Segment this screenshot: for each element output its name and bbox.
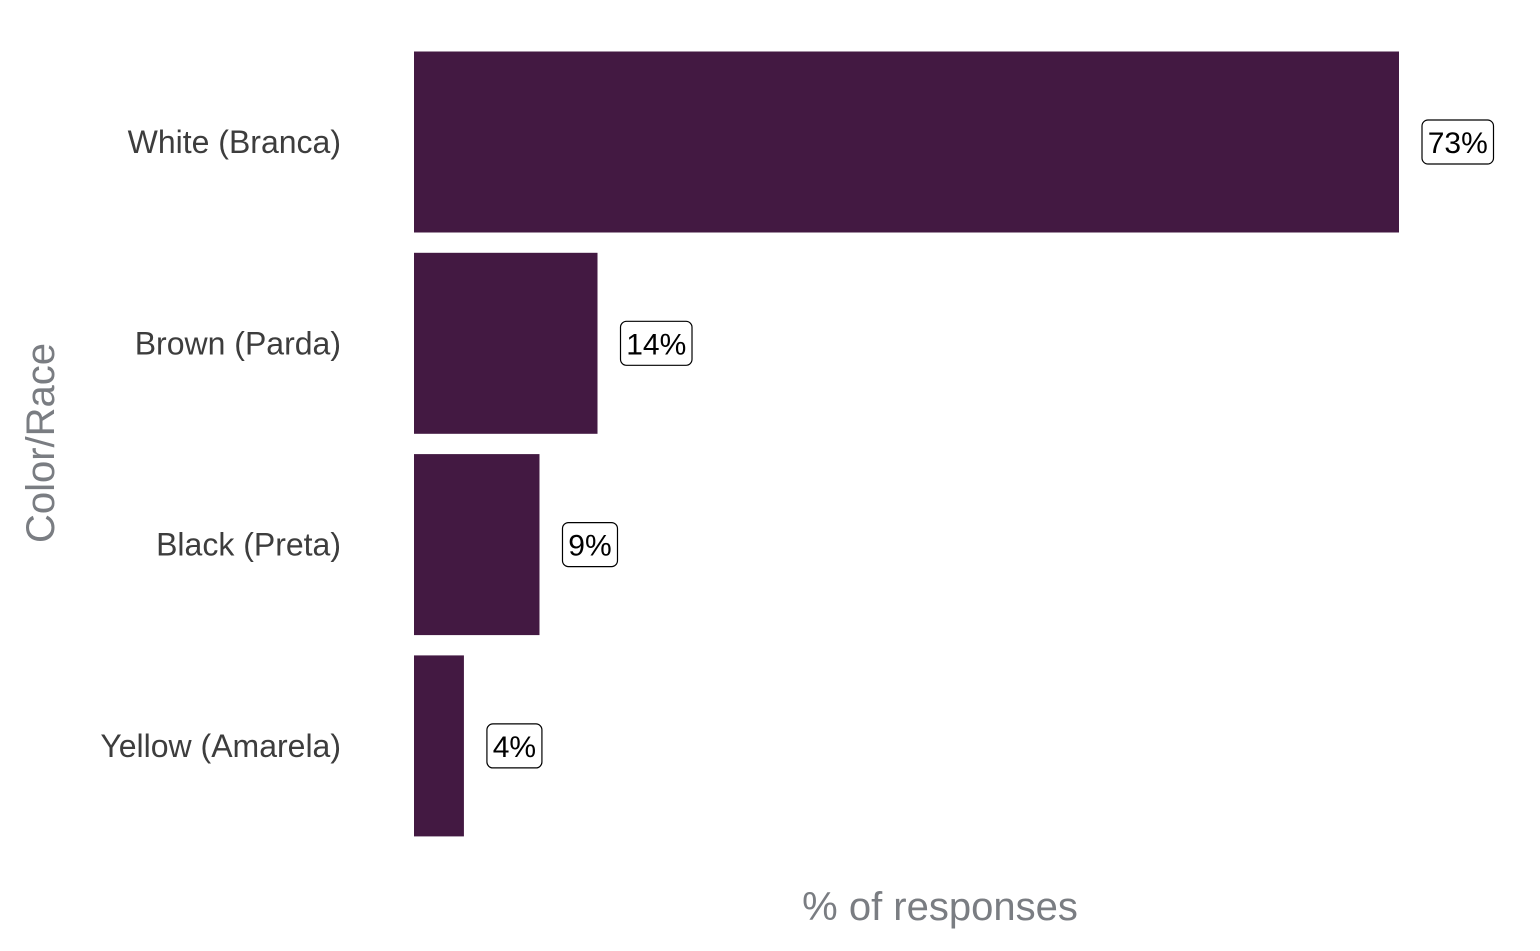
bar — [414, 252, 598, 434]
data-label-box — [1421, 119, 1495, 165]
data-label-box — [619, 320, 693, 366]
data-label-box — [561, 521, 619, 568]
x-axis-title: % of responses — [802, 885, 1078, 929]
category-label: Brown (Parda) — [135, 325, 341, 361]
category-label: White (Branca) — [128, 124, 341, 160]
data-label: 4% — [493, 731, 536, 764]
data-label: 14% — [626, 328, 686, 361]
data-label: 73% — [1428, 127, 1488, 160]
bar — [414, 454, 540, 636]
category-label: Yellow (Amarela) — [100, 728, 341, 764]
category-label: Black (Preta) — [156, 527, 341, 563]
data-label-box — [486, 723, 543, 769]
bar — [414, 655, 464, 837]
y-axis-title: Color/Race — [19, 343, 63, 543]
bar — [414, 51, 1399, 233]
data-label: 9% — [568, 530, 611, 563]
